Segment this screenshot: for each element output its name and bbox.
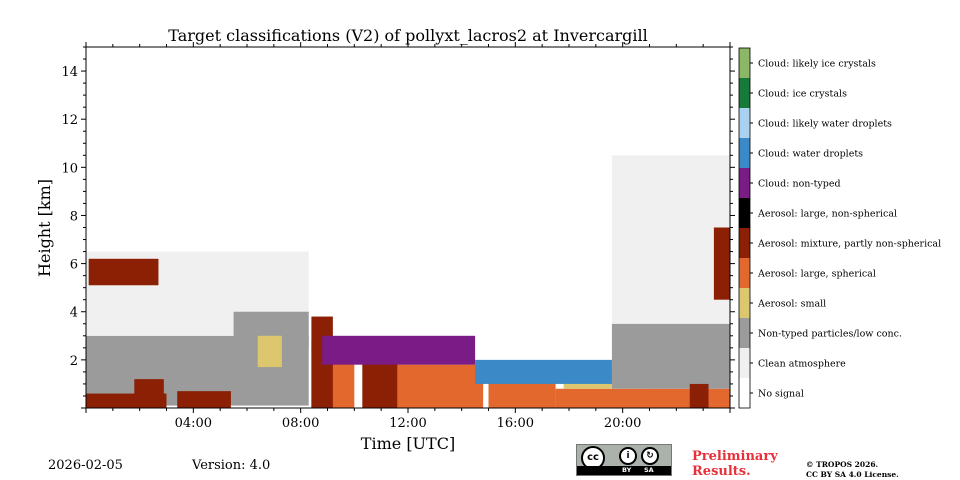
region-5 <box>134 379 164 408</box>
y-tick-label-1: 4 <box>70 306 78 321</box>
chart-title: Target classifications (V2) of pollyxt_l… <box>168 26 647 45</box>
legend-swatch-10 <box>739 78 750 108</box>
legend-label-6: Aerosol: large, non-spherical <box>757 209 897 220</box>
legend-swatch-1 <box>739 348 750 378</box>
y-axis-label: Height [km] <box>35 179 54 277</box>
legend-swatch-11 <box>739 48 750 78</box>
legend-swatch-2 <box>739 318 750 348</box>
region-6 <box>177 391 231 408</box>
y-tick-label-6: 14 <box>61 65 78 80</box>
legend-frame <box>738 47 751 409</box>
y-axis: 2 4 6 8 10 12 14 <box>61 46 735 409</box>
cc-by-text: BY <box>622 466 632 474</box>
preliminary-results-note: Preliminary Results. <box>692 449 778 479</box>
legend-label-0: No signal <box>758 389 804 400</box>
legend-swatch-9 <box>739 108 750 138</box>
legend-swatch-8 <box>739 138 750 168</box>
legend-label-7: Cloud: non-typed <box>758 179 841 190</box>
region-19 <box>322 335 476 365</box>
y-tick-label-5: 12 <box>61 113 78 128</box>
region-16 <box>611 155 730 324</box>
region-15 <box>611 323 730 389</box>
legend-label-5: Aerosol: mixture, partly non-spherical <box>757 239 941 250</box>
x-tick-label-0: 04:00 <box>175 416 212 431</box>
legend-swatch-5 <box>739 228 750 258</box>
class-colorbar: No signal Clean atmosphere Non-typed parti… <box>738 47 941 409</box>
version-label: Version: 4.0 <box>192 458 271 473</box>
preliminary-line-2: Results. <box>692 464 751 479</box>
cc-license-badge: cc i ↻ BY SA <box>576 444 672 476</box>
legend-label-2: Non-typed particles/low conc. <box>758 329 902 340</box>
x-axis: 04:00 08:00 12:00 16:00 20:00 <box>85 42 731 431</box>
y-tick-label-3: 8 <box>70 209 78 224</box>
legend-label-3: Aerosol: small <box>757 299 826 310</box>
legend-label-4: Aerosol: large, spherical <box>757 269 876 280</box>
region-3 <box>257 335 282 368</box>
x-axis-label: Time [UTC] <box>361 434 455 453</box>
legend-label-11: Cloud: likely ice crystals <box>758 59 876 70</box>
legend-swatch-7 <box>739 168 750 198</box>
share-alike-icon: ↻ <box>641 447 659 465</box>
legend-swatch-6 <box>739 198 750 228</box>
region-18 <box>713 227 730 300</box>
cc-badge-bar: BY SA <box>577 466 671 475</box>
legend-label-9: Cloud: likely water droplets <box>758 119 892 130</box>
legend-label-1: Clean atmosphere <box>758 359 846 370</box>
legend-swatch-3 <box>739 288 750 318</box>
legend-label-10: Cloud: ice crystals <box>758 89 847 100</box>
x-tick-label-2: 12:00 <box>389 416 426 431</box>
y-tick-label-0: 2 <box>70 354 78 369</box>
copyright-line-1: © TROPOS 2026. <box>806 460 879 469</box>
copyright-note: © TROPOS 2026. CC BY SA 4.0 License. <box>806 460 899 480</box>
region-7 <box>88 258 159 286</box>
region-13 <box>555 388 730 408</box>
cc-sa-text: SA <box>644 466 654 474</box>
attribution-icon: i <box>619 447 637 465</box>
y-tick-label-2: 6 <box>70 258 78 273</box>
region-17 <box>689 383 709 408</box>
legend-label-8: Cloud: water droplets <box>758 149 863 160</box>
y-tick-label-4: 10 <box>61 161 78 176</box>
x-tick-label-3: 16:00 <box>497 416 534 431</box>
classification-regions <box>86 155 730 408</box>
date-label: 2026-02-05 <box>48 458 123 473</box>
preliminary-line-1: Preliminary <box>692 449 778 464</box>
copyright-line-2: CC BY SA 4.0 License. <box>806 470 899 479</box>
legend-swatch-0 <box>739 378 750 408</box>
x-tick-label-1: 08:00 <box>282 416 319 431</box>
legend-swatch-4 <box>739 258 750 288</box>
x-tick-label-4: 20:00 <box>604 416 641 431</box>
region-20 <box>475 359 612 384</box>
